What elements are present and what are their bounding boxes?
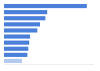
bar — [4, 34, 30, 38]
bars — [4, 4, 87, 63]
chart — [0, 0, 100, 71]
bar — [4, 53, 27, 57]
x-axis-line — [4, 64, 94, 65]
bar — [4, 16, 45, 20]
bar — [4, 47, 28, 51]
bar — [4, 59, 22, 63]
bar — [4, 22, 40, 26]
bar — [4, 4, 87, 8]
bar — [4, 10, 47, 14]
bar — [4, 41, 29, 45]
bar — [4, 28, 37, 32]
